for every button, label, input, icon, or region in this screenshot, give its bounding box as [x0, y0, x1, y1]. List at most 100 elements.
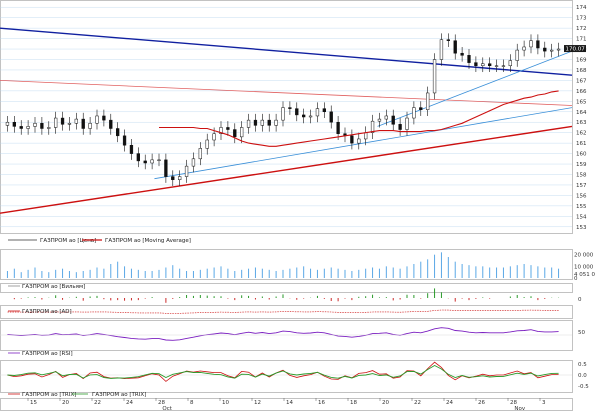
candle-body-74 — [515, 49, 519, 61]
x-tick-label-16: 28 — [510, 400, 517, 406]
candle-body-45 — [315, 108, 320, 117]
candle-28 — [198, 142, 202, 166]
candle-74 — [515, 43, 519, 67]
candle-body-46 — [322, 108, 326, 113]
candle-1 — [12, 115, 16, 133]
candle-body-62 — [432, 59, 437, 94]
candle-50 — [350, 129, 354, 150]
candle-body-9 — [67, 123, 72, 125]
panel-frame-1 — [0, 249, 573, 280]
williams-tick-0: 0 — [578, 297, 582, 303]
last-price-label: 170.07 — [566, 47, 586, 53]
trend-line-4 — [377, 50, 573, 127]
candle-57 — [398, 118, 402, 136]
candle-body-66 — [460, 52, 464, 56]
x-tick-label-14: 24 — [446, 400, 453, 406]
candle-body-38 — [267, 119, 271, 126]
price-tick-10: 164 — [576, 110, 587, 116]
candle-46 — [322, 102, 326, 119]
candle-body-21 — [150, 159, 154, 164]
candle-body-60 — [419, 107, 423, 110]
candle-6 — [47, 121, 51, 135]
candle-60 — [419, 101, 423, 116]
price-tick-17: 157 — [576, 183, 587, 189]
candle-48 — [336, 115, 340, 140]
candle-body-54 — [377, 118, 382, 122]
panel-frame-2 — [0, 283, 573, 293]
candle-body-17 — [122, 135, 127, 146]
candle-53 — [370, 114, 375, 139]
candle-33 — [233, 123, 237, 144]
candle-26 — [184, 159, 189, 183]
candle-41 — [288, 101, 292, 115]
candle-body-18 — [129, 144, 134, 154]
candle-body-28 — [198, 148, 202, 160]
candle-body-63 — [439, 39, 444, 60]
panel-frame-3 — [0, 305, 573, 319]
trix-tick-neg: -0.5 — [578, 384, 589, 390]
candle-16 — [116, 122, 120, 143]
candle-9 — [67, 117, 72, 131]
candle-69 — [481, 57, 485, 73]
x-tick-label-3: 24 — [126, 400, 133, 406]
candle-body-35 — [246, 119, 251, 128]
candle-body-29 — [205, 139, 209, 149]
candle-68 — [474, 56, 478, 73]
price-tick-3: 171 — [576, 37, 587, 43]
candle-75 — [522, 40, 526, 57]
candle-body-30 — [212, 133, 216, 141]
candle-4 — [33, 117, 37, 133]
price-tick-16: 158 — [576, 173, 587, 179]
candle-body-27 — [191, 158, 196, 167]
candle-55 — [384, 109, 388, 126]
candle-body-39 — [274, 119, 278, 126]
legend-williams: ГАЗПРОМ ао [Вильям] — [22, 284, 85, 290]
candle-body-51 — [357, 138, 361, 144]
panel-frame-4 — [0, 320, 573, 351]
candle-body-44 — [308, 115, 313, 118]
trix-line-2 — [7, 364, 559, 379]
candle-14 — [102, 109, 106, 127]
candle-27 — [191, 152, 196, 173]
candle-body-59 — [412, 107, 416, 119]
candle-body-4 — [33, 123, 37, 127]
legend-trix-1: ГАЗПРОМ ао [TRIX] — [22, 392, 76, 398]
volume-tick-0: 20 000 — [574, 253, 594, 259]
candle-38 — [267, 113, 271, 132]
x-axis-strip — [0, 398, 573, 411]
candle-37 — [260, 113, 264, 132]
x-tick-label-10: 16 — [318, 400, 325, 406]
candle-body-70 — [488, 63, 492, 67]
legend-price: ГАЗПРОМ ао [Цена] — [40, 238, 96, 244]
candle-body-36 — [253, 119, 258, 126]
candle-body-61 — [426, 92, 430, 110]
candle-70 — [488, 57, 492, 73]
candle-body-13 — [95, 115, 99, 124]
price-tick-18: 156 — [576, 193, 587, 199]
candle-body-47 — [329, 111, 333, 123]
candle-body-8 — [60, 117, 65, 125]
candle-20 — [143, 154, 147, 170]
candle-body-3 — [26, 126, 30, 129]
candle-17 — [122, 129, 127, 152]
x-tick-label-15: 26 — [478, 400, 485, 406]
x-month-label-17: Nov — [514, 406, 525, 412]
candle-40 — [281, 101, 285, 127]
candle-body-19 — [136, 153, 140, 162]
candle-body-42 — [295, 108, 299, 116]
candle-5 — [40, 117, 44, 135]
trix-tick-pos: 0.5 — [578, 362, 587, 368]
candle-body-15 — [109, 119, 113, 129]
trend-line-0 — [0, 27, 573, 76]
candle-body-40 — [281, 107, 285, 121]
candle-22 — [157, 153, 161, 167]
candle-body-57 — [398, 124, 402, 130]
candle-body-68 — [474, 62, 478, 67]
x-tick-label-18: 3 — [542, 400, 546, 406]
candle-body-31 — [219, 127, 223, 134]
candle-45 — [315, 102, 320, 123]
candle-18 — [129, 138, 134, 160]
candle-31 — [219, 121, 223, 140]
x-month-label-5: Oct — [162, 406, 172, 412]
price-tick-2: 172 — [576, 26, 587, 32]
